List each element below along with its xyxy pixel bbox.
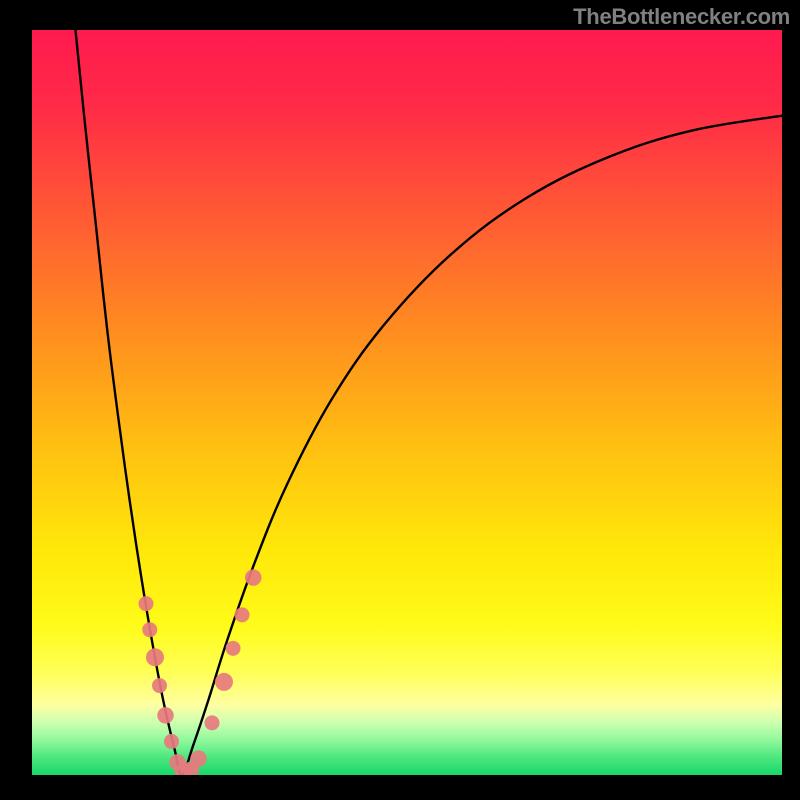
data-marker (146, 648, 164, 666)
data-marker (152, 678, 167, 693)
gradient-background (32, 30, 782, 775)
plot-svg (32, 30, 782, 775)
data-marker (215, 673, 233, 691)
data-marker (164, 734, 179, 749)
data-marker (226, 641, 241, 656)
data-marker (190, 750, 207, 767)
data-marker (139, 596, 154, 611)
data-marker (205, 715, 220, 730)
watermark-text: TheBottlenecker.com (573, 4, 790, 30)
plot-area (32, 30, 782, 775)
data-marker (157, 707, 174, 724)
data-marker (245, 569, 262, 586)
data-marker (235, 607, 250, 622)
chart-canvas: TheBottlenecker.com (0, 0, 800, 800)
data-marker (142, 622, 157, 637)
